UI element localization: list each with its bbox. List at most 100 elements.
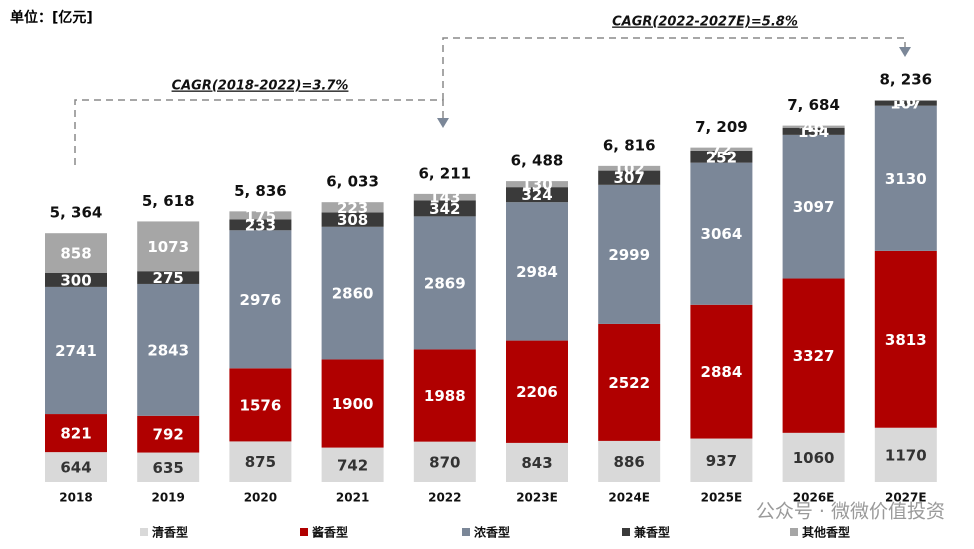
bar-segment: [137, 452, 200, 482]
bar-segment: [137, 415, 200, 453]
data-label: 2976: [240, 291, 282, 309]
legend-swatch: [140, 528, 148, 536]
data-label: 16: [895, 92, 916, 110]
bar-segment: [45, 273, 107, 287]
total-label: 6, 488: [511, 152, 564, 170]
x-tick-label: 2024E: [608, 491, 650, 505]
bar-segment: [874, 100, 937, 101]
cagr-line: [74, 99, 444, 165]
bar-segment: [874, 427, 937, 482]
data-label: 300: [60, 271, 91, 289]
bar-segment: [321, 226, 384, 360]
bar-segment: [598, 165, 661, 171]
bar-segment: [321, 212, 384, 227]
total-label: 5, 836: [234, 182, 287, 200]
bar-segment: [874, 100, 937, 106]
total-label: 7, 209: [695, 118, 748, 136]
data-label: 2984: [516, 263, 558, 281]
bar-segment: [874, 250, 937, 428]
bar-segment: [598, 184, 661, 324]
total-label: 7, 684: [787, 96, 840, 114]
legend-label: 清香型: [152, 525, 188, 540]
data-label: 3813: [885, 331, 927, 349]
x-tick-label: 2022: [428, 491, 461, 505]
bar-segment: [782, 127, 845, 135]
data-label: 102: [614, 160, 645, 178]
bar-segment: [45, 286, 107, 415]
bar-segment: [413, 200, 476, 217]
total-label: 8, 236: [879, 71, 932, 89]
bar-segment: [413, 193, 476, 201]
bar-segment: [321, 202, 384, 213]
bar-segment: [782, 432, 845, 482]
bar-segment: [690, 162, 753, 305]
bar-segment: [137, 271, 200, 284]
legend-swatch: [462, 528, 470, 536]
data-label: 2843: [147, 341, 189, 359]
data-label: 792: [153, 426, 184, 444]
data-label: 46: [803, 118, 824, 136]
data-label: 2999: [608, 246, 650, 264]
data-label: 1900: [332, 395, 374, 413]
x-tick-label: 2021: [336, 491, 369, 505]
bar-segment: [45, 414, 107, 453]
data-label: 107: [890, 95, 921, 113]
bar-segment: [413, 441, 476, 482]
data-label: 275: [153, 269, 184, 287]
bar-segment: [690, 438, 753, 482]
bar-segment: [506, 187, 568, 203]
data-label: 3097: [793, 198, 835, 216]
bar-segment: [137, 221, 200, 272]
bar-segment: [506, 442, 568, 482]
data-label: 2869: [424, 274, 466, 292]
bar-segment: [782, 278, 845, 433]
data-label: 3130: [885, 170, 927, 188]
unit-label: 单位：[亿元]: [10, 9, 93, 26]
legend-swatch: [790, 528, 798, 536]
x-tick-label: 2023E: [516, 491, 558, 505]
legend-swatch: [300, 528, 308, 536]
x-tick-label: 2027E: [885, 491, 927, 505]
bar-segment: [229, 211, 292, 220]
data-label: 886: [614, 453, 645, 471]
data-label: 2741: [55, 342, 97, 360]
data-label: 843: [521, 454, 552, 472]
data-label: 252: [706, 148, 737, 166]
bar-segment: [506, 202, 568, 341]
data-label: 870: [429, 453, 460, 471]
data-label: 3064: [701, 225, 743, 243]
bar-segment: [413, 349, 476, 442]
watermark: 公众号 · 微微价值投资: [756, 501, 945, 523]
legend-swatch: [622, 528, 630, 536]
data-label: 223: [337, 199, 368, 217]
total-label: 5, 618: [142, 192, 195, 210]
data-label: 937: [706, 452, 737, 470]
annotation: CAGR(2022-2027E)=5.8%: [612, 15, 798, 30]
data-label: 3327: [793, 347, 835, 365]
bar-segment: [690, 304, 753, 439]
bar-segment: [229, 368, 292, 442]
bar-segment: [229, 441, 292, 482]
data-label: 2522: [608, 374, 650, 392]
bar-segment: [321, 447, 384, 482]
data-label: 2884: [701, 363, 743, 381]
cagr-line: [442, 37, 906, 100]
bar-segment: [229, 230, 292, 369]
x-tick-label: 2018: [59, 491, 92, 505]
x-tick-label: 2025E: [701, 491, 743, 505]
data-label: 324: [521, 186, 552, 204]
data-label: 1060: [793, 449, 835, 467]
data-label: 821: [60, 425, 91, 443]
data-label: 1576: [240, 396, 282, 414]
arrow: [899, 47, 911, 57]
bar-segment: [321, 359, 384, 448]
data-label: 858: [60, 245, 91, 263]
bar-segment: [782, 125, 845, 128]
legend-label: 兼香型: [633, 525, 670, 540]
data-label: 308: [337, 211, 368, 229]
bar-segment: [45, 233, 107, 274]
data-label: 342: [429, 200, 460, 218]
bar-segment: [874, 105, 937, 251]
annotation: CAGR(2018-2022)=3.7%: [172, 79, 349, 94]
